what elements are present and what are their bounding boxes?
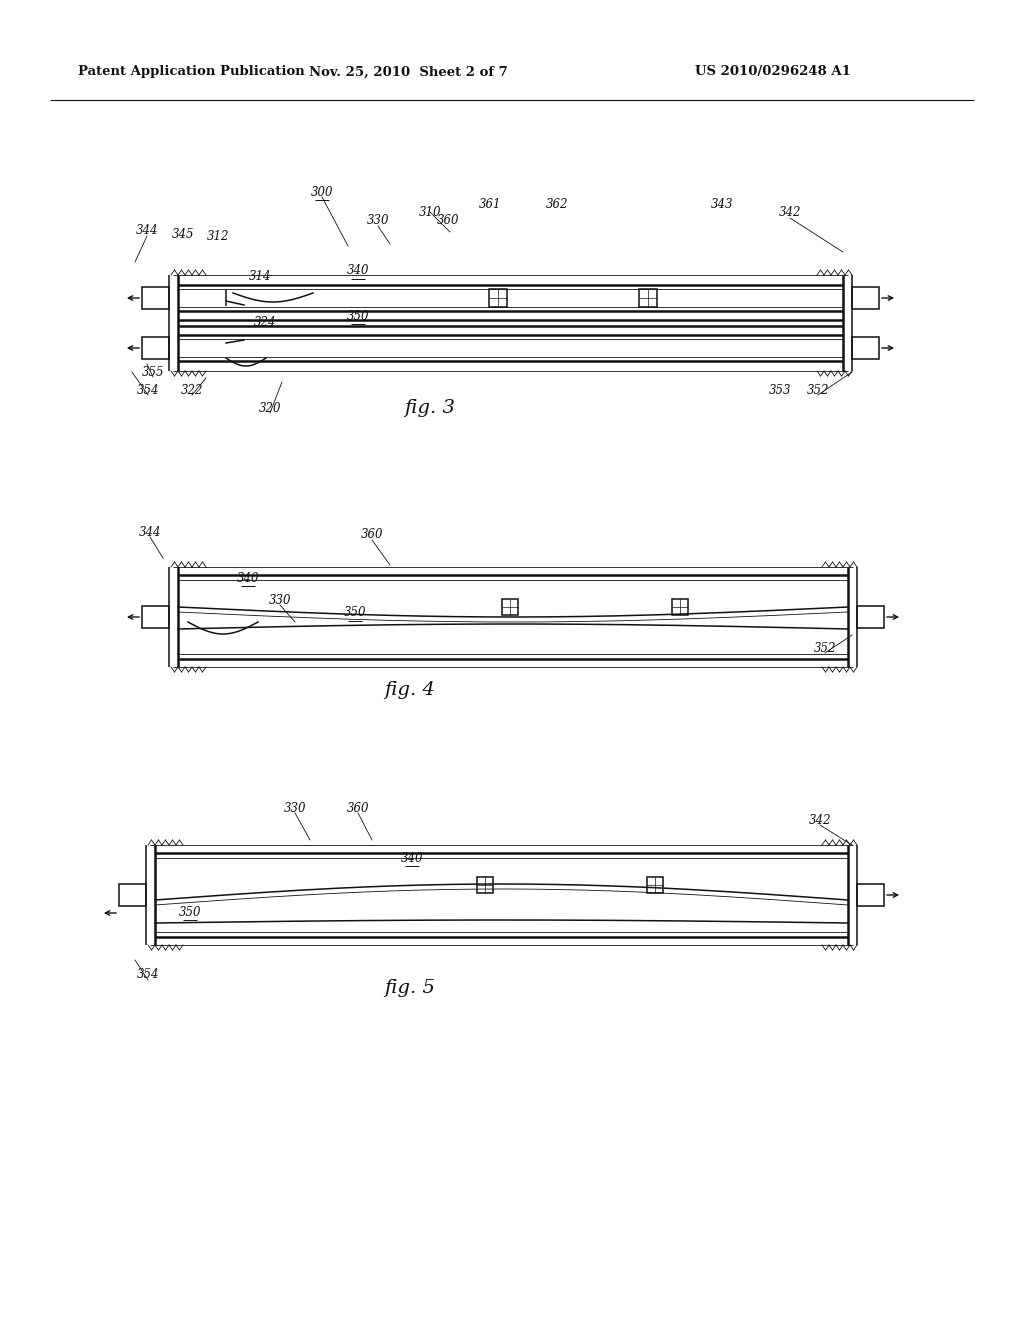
Text: 360: 360 <box>360 528 383 541</box>
Text: 353: 353 <box>769 384 792 396</box>
Bar <box>672 599 688 615</box>
Bar <box>639 289 657 308</box>
Bar <box>119 884 146 906</box>
Bar <box>857 606 884 628</box>
Text: 300: 300 <box>310 186 333 198</box>
Text: fig. 4: fig. 4 <box>385 681 435 700</box>
Text: 360: 360 <box>347 801 370 814</box>
Text: 340: 340 <box>347 264 370 277</box>
Bar <box>857 884 884 906</box>
Text: 362: 362 <box>546 198 568 211</box>
Text: Nov. 25, 2010  Sheet 2 of 7: Nov. 25, 2010 Sheet 2 of 7 <box>308 66 507 78</box>
Text: 361: 361 <box>479 198 502 211</box>
Text: US 2010/0296248 A1: US 2010/0296248 A1 <box>695 66 851 78</box>
Text: 330: 330 <box>268 594 291 606</box>
Text: 322: 322 <box>181 384 203 396</box>
Text: 350: 350 <box>347 309 370 322</box>
Text: 344: 344 <box>136 224 159 238</box>
Text: 354: 354 <box>137 384 160 396</box>
Text: 330: 330 <box>367 214 389 227</box>
Text: 345: 345 <box>172 227 195 240</box>
Text: 343: 343 <box>711 198 733 211</box>
Bar <box>647 876 663 894</box>
Text: 355: 355 <box>141 366 164 379</box>
Bar <box>477 876 493 894</box>
Bar <box>852 337 879 359</box>
Text: 352: 352 <box>807 384 829 396</box>
Text: fig. 5: fig. 5 <box>385 979 435 997</box>
Text: Patent Application Publication: Patent Application Publication <box>78 66 305 78</box>
Bar <box>502 599 518 615</box>
Bar <box>852 286 879 309</box>
Text: 320: 320 <box>259 401 282 414</box>
Text: 352: 352 <box>814 642 837 655</box>
Text: 350: 350 <box>179 906 202 919</box>
Text: 354: 354 <box>137 969 160 982</box>
Text: 324: 324 <box>254 315 276 329</box>
Text: 314: 314 <box>249 271 271 284</box>
Text: 342: 342 <box>778 206 801 219</box>
Text: 360: 360 <box>437 214 459 227</box>
Text: 350: 350 <box>344 606 367 619</box>
Bar <box>142 286 169 309</box>
Text: 340: 340 <box>237 572 259 585</box>
Text: 342: 342 <box>809 813 831 826</box>
Text: 340: 340 <box>400 851 423 865</box>
Text: fig. 3: fig. 3 <box>404 399 456 417</box>
Bar <box>489 289 507 308</box>
Text: 344: 344 <box>138 525 161 539</box>
Bar <box>142 337 169 359</box>
Text: 312: 312 <box>207 230 229 243</box>
Text: 310: 310 <box>419 206 441 219</box>
Bar <box>142 606 169 628</box>
Text: 330: 330 <box>284 801 306 814</box>
